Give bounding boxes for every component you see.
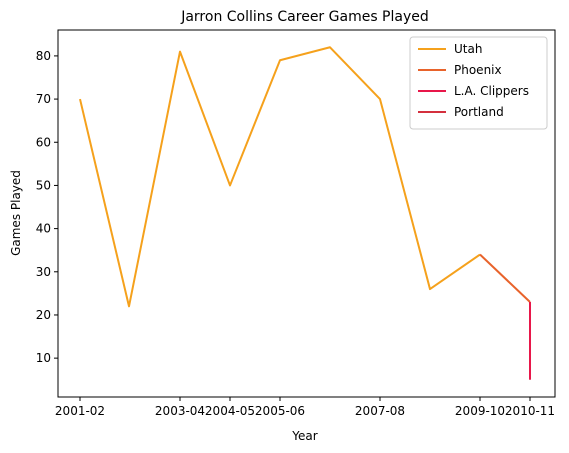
- y-tick-label: 60: [36, 135, 51, 149]
- series-line-utah: [79, 46, 481, 308]
- y-tick-label: 30: [36, 265, 51, 279]
- legend-label: Utah: [454, 42, 482, 56]
- series-line-phoenix: [479, 253, 531, 303]
- legend-label: Portland: [454, 105, 504, 119]
- y-tick-label: 40: [36, 222, 51, 236]
- plot-lines: [79, 46, 531, 380]
- plot-frame: [57, 29, 556, 398]
- x-tick-label: 2005-06: [255, 404, 305, 418]
- y-tick-label: 50: [36, 178, 51, 192]
- y-tick-label: 20: [36, 308, 51, 322]
- legend-box: [409, 36, 548, 130]
- legend-label: Phoenix: [454, 63, 502, 77]
- x-axis: 2001-02 2003-04 2004-05 2005-06 2007-08 2009-…: [55, 397, 555, 418]
- x-tick-label: 2009-10: [455, 404, 505, 418]
- x-axis-label: Year: [291, 429, 317, 443]
- x-tick-label: 2010-11: [505, 404, 555, 418]
- x-tick-label: 2007-08: [355, 404, 405, 418]
- y-axis: 10 20 30 40 50 60 70 80: [36, 49, 58, 365]
- y-axis-label: Games Played: [9, 170, 23, 256]
- y-tick-label: 10: [36, 351, 51, 365]
- legend-label: L.A. Clippers: [454, 84, 529, 98]
- y-tick-label: 80: [36, 49, 51, 63]
- x-tick-label: 2003-04: [155, 404, 205, 418]
- x-tick-label: 2001-02: [55, 404, 105, 418]
- legend: Utah Phoenix L.A. Clippers Portland: [409, 36, 548, 130]
- chart-title: Jarron Collins Career Games Played: [180, 9, 429, 25]
- y-tick-label: 70: [36, 92, 51, 106]
- x-tick-label: 2004-05: [205, 404, 255, 418]
